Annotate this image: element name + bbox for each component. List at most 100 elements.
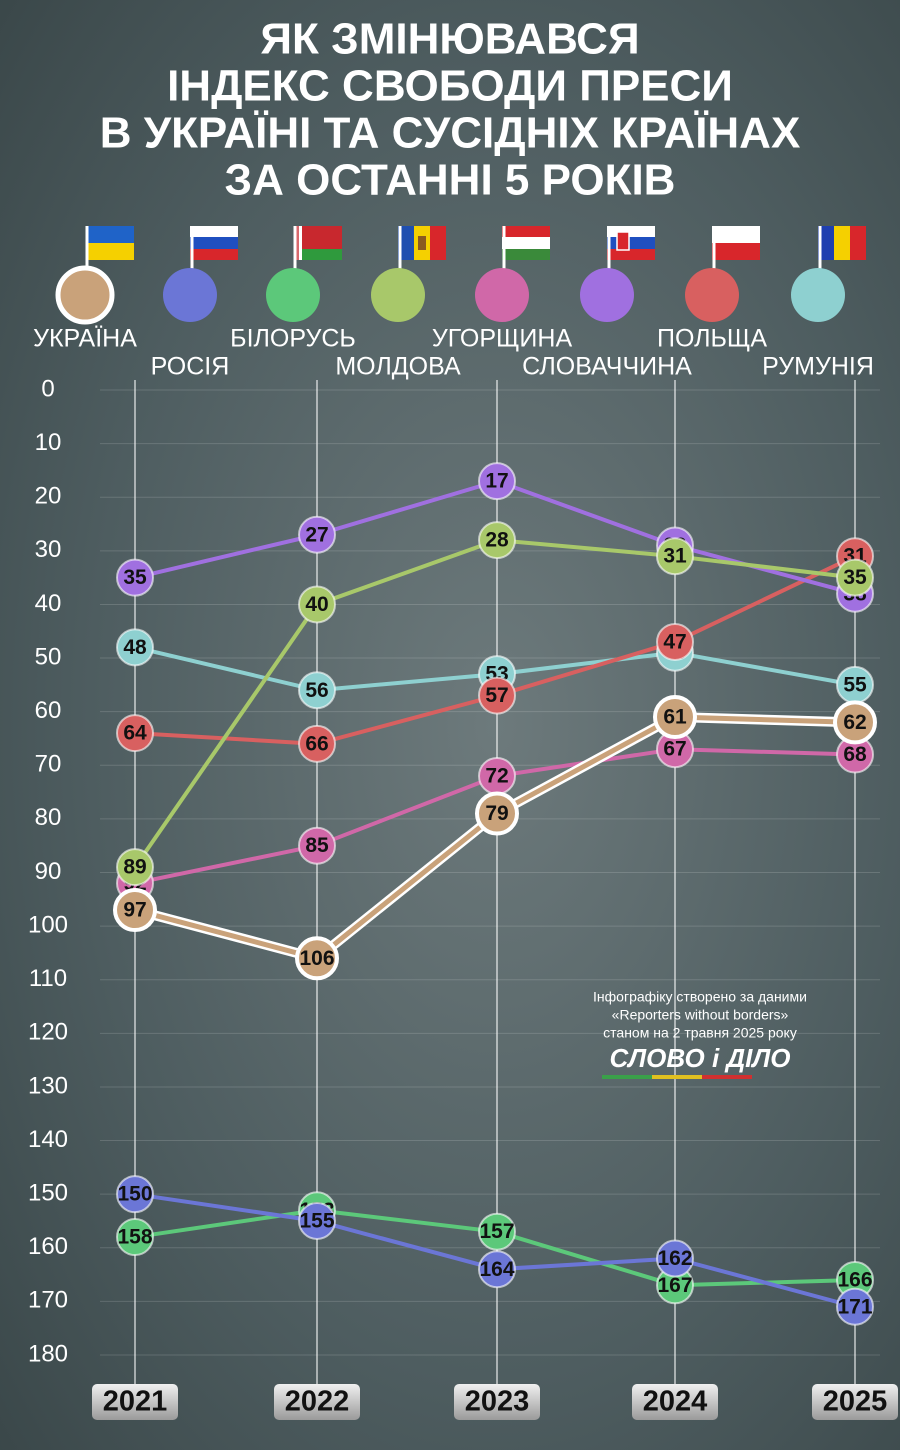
legend-label: СЛОВАЧЧИНА xyxy=(522,353,692,381)
value-label: 171 xyxy=(837,1295,872,1318)
value-label: 57 xyxy=(485,684,508,707)
flags xyxy=(86,226,866,260)
value-label: 97 xyxy=(123,899,146,922)
point xyxy=(298,1201,336,1240)
value-label: 166 xyxy=(837,1268,872,1291)
point xyxy=(656,622,694,661)
y-tick-label: 10 xyxy=(35,429,62,456)
y-tick-label: 0 xyxy=(41,375,54,402)
value-label: 167 xyxy=(657,1274,692,1297)
y-tick-label: 170 xyxy=(28,1287,68,1314)
source-note: Інфографіку створено за даними xyxy=(593,989,807,1005)
x-tick-label: 2021 xyxy=(103,1386,168,1418)
value-label: 27 xyxy=(305,523,328,546)
x-tick-label: 2024 xyxy=(643,1386,708,1418)
y-tick-label: 110 xyxy=(29,965,67,992)
x-tick-label: 2025 xyxy=(823,1386,888,1418)
value-label: 106 xyxy=(299,947,334,970)
point xyxy=(298,724,336,763)
value-label: 155 xyxy=(299,1210,334,1233)
point xyxy=(653,695,697,740)
point xyxy=(116,714,154,753)
value-label: 62 xyxy=(843,711,866,734)
year-box xyxy=(92,1384,178,1420)
value-label: 48 xyxy=(123,636,147,659)
legend-label: УГОРЩИНА xyxy=(432,325,573,353)
point xyxy=(298,585,336,624)
point xyxy=(116,848,154,887)
legend-label: БІЛОРУСЬ xyxy=(230,325,356,353)
value-label: 28 xyxy=(485,529,509,552)
value-label: 150 xyxy=(117,1183,152,1206)
chart-title: В УКРАЇНІ ТА СУСІДНІХ КРАЇНАХ xyxy=(100,109,801,158)
source-note: «Reporters without borders» xyxy=(612,1007,789,1023)
year-box xyxy=(454,1384,540,1420)
chart-title: ІНДЕКС СВОБОДИ ПРЕСИ xyxy=(167,62,733,111)
legend-label: МОЛДОВА xyxy=(335,353,461,381)
legend-marker xyxy=(163,268,217,322)
value-label: 64 xyxy=(123,722,147,745)
chart-title: ЗА ОСТАННІ 5 РОКІВ xyxy=(225,156,676,205)
logo-bar xyxy=(602,1075,652,1079)
y-tick-label: 150 xyxy=(28,1180,68,1207)
point xyxy=(478,676,516,715)
y-tick-label: 180 xyxy=(28,1340,68,1367)
value-label: 17 xyxy=(485,470,508,493)
y-tick-label: 60 xyxy=(35,697,62,724)
value-label: 31 xyxy=(663,545,687,568)
y-tick-label: 80 xyxy=(35,804,62,831)
legend-marker xyxy=(685,268,739,322)
point xyxy=(656,1239,694,1278)
value-label: 47 xyxy=(663,631,686,654)
value-label: 158 xyxy=(117,1226,152,1249)
logo-bar xyxy=(702,1075,752,1079)
y-tick-label: 20 xyxy=(35,483,62,510)
value-label: 164 xyxy=(479,1258,514,1281)
legend-marker xyxy=(580,268,634,322)
point xyxy=(656,537,694,576)
point xyxy=(478,1250,516,1289)
value-label: 85 xyxy=(305,834,329,857)
legend-marker xyxy=(266,268,320,322)
y-tick-label: 120 xyxy=(28,1019,68,1046)
value-label: 61 xyxy=(663,706,687,729)
y-tick-label: 30 xyxy=(35,536,62,563)
y-tick-label: 100 xyxy=(28,911,68,938)
legend-marker xyxy=(791,268,845,322)
value-label: 35 xyxy=(843,566,867,589)
y-tick-label: 70 xyxy=(35,751,62,778)
point xyxy=(833,700,877,745)
point xyxy=(478,1212,516,1251)
point xyxy=(475,791,519,836)
value-label: 79 xyxy=(485,802,508,825)
y-tick-label: 160 xyxy=(28,1233,68,1260)
point xyxy=(298,826,336,865)
y-tick-label: 50 xyxy=(35,643,62,670)
y-tick-label: 40 xyxy=(35,590,62,617)
logo: СЛОВО і ДІЛО xyxy=(610,1043,791,1073)
point xyxy=(478,462,516,501)
logo-bar xyxy=(652,1075,702,1079)
point xyxy=(116,558,154,597)
y-tick-label: 130 xyxy=(28,1072,68,1099)
year-box xyxy=(632,1384,718,1420)
value-label: 56 xyxy=(305,679,328,702)
point xyxy=(113,888,157,933)
value-label: 40 xyxy=(305,593,328,616)
legend-label: УКРАЇНА xyxy=(33,325,137,353)
point xyxy=(298,515,336,554)
point xyxy=(298,671,336,710)
legend-marker xyxy=(371,268,425,322)
value-label: 162 xyxy=(657,1247,692,1270)
legend-label: РУМУНІЯ xyxy=(762,353,874,381)
point xyxy=(295,936,339,981)
value-label: 68 xyxy=(843,743,867,766)
legend-label: РОСІЯ xyxy=(151,353,230,381)
x-tick-label: 2023 xyxy=(465,1386,530,1418)
point xyxy=(116,628,154,667)
point xyxy=(116,1218,154,1257)
point xyxy=(478,521,516,560)
source-note: станом на 2 травня 2025 року xyxy=(603,1025,797,1041)
year-box xyxy=(812,1384,898,1420)
